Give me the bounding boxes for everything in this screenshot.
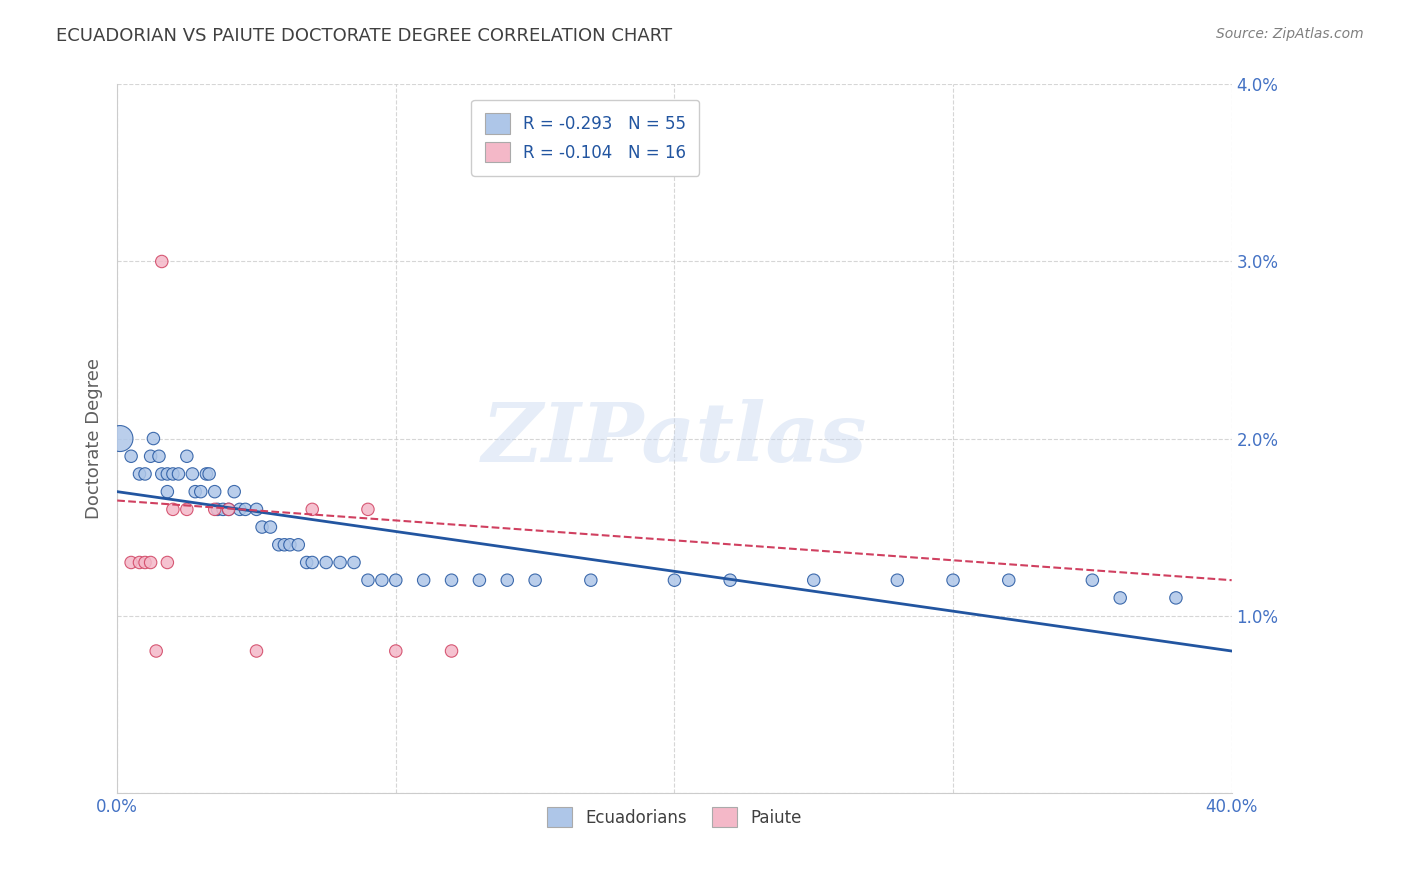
Point	[468, 573, 491, 587]
Point	[329, 556, 352, 570]
Point	[267, 538, 290, 552]
Point	[496, 573, 519, 587]
Point	[150, 254, 173, 268]
Point	[886, 573, 908, 587]
Legend: Ecuadorians, Paiute: Ecuadorians, Paiute	[540, 800, 808, 834]
Point	[385, 644, 408, 658]
Point	[128, 556, 150, 570]
Point	[156, 556, 179, 570]
Point	[218, 502, 240, 516]
Point	[245, 644, 267, 658]
Point	[245, 502, 267, 516]
Point	[385, 573, 408, 587]
Point	[134, 556, 156, 570]
Point	[162, 502, 184, 516]
Point	[195, 467, 218, 481]
Point	[162, 467, 184, 481]
Point	[212, 502, 235, 516]
Point	[139, 556, 162, 570]
Point	[357, 502, 380, 516]
Point	[207, 502, 229, 516]
Point	[1081, 573, 1104, 587]
Point	[150, 467, 173, 481]
Point	[176, 449, 198, 463]
Point	[664, 573, 686, 587]
Point	[440, 573, 463, 587]
Point	[301, 502, 323, 516]
Point	[156, 467, 179, 481]
Point	[145, 644, 167, 658]
Point	[142, 432, 165, 446]
Point	[273, 538, 295, 552]
Point	[198, 467, 221, 481]
Point	[440, 644, 463, 658]
Point	[134, 467, 156, 481]
Point	[148, 449, 170, 463]
Point	[184, 484, 207, 499]
Point	[357, 573, 380, 587]
Point	[579, 573, 602, 587]
Point	[229, 502, 252, 516]
Point	[139, 449, 162, 463]
Point	[718, 573, 741, 587]
Y-axis label: Doctorate Degree: Doctorate Degree	[86, 358, 103, 519]
Text: ECUADORIAN VS PAIUTE DOCTORATE DEGREE CORRELATION CHART: ECUADORIAN VS PAIUTE DOCTORATE DEGREE CO…	[56, 27, 672, 45]
Point	[204, 502, 226, 516]
Point	[108, 432, 131, 446]
Point	[343, 556, 366, 570]
Point	[295, 556, 318, 570]
Point	[371, 573, 394, 587]
Point	[235, 502, 257, 516]
Point	[315, 556, 337, 570]
Point	[942, 573, 965, 587]
Point	[156, 484, 179, 499]
Point	[128, 467, 150, 481]
Point	[167, 467, 190, 481]
Point	[120, 556, 142, 570]
Point	[278, 538, 301, 552]
Point	[412, 573, 434, 587]
Point	[250, 520, 273, 534]
Point	[181, 467, 204, 481]
Point	[204, 484, 226, 499]
Point	[301, 556, 323, 570]
Text: Source: ZipAtlas.com: Source: ZipAtlas.com	[1216, 27, 1364, 41]
Point	[997, 573, 1019, 587]
Text: ZIPatlas: ZIPatlas	[482, 399, 868, 478]
Point	[224, 484, 246, 499]
Point	[803, 573, 825, 587]
Point	[259, 520, 281, 534]
Point	[1164, 591, 1187, 605]
Point	[524, 573, 547, 587]
Point	[190, 484, 212, 499]
Point	[287, 538, 309, 552]
Point	[120, 449, 142, 463]
Point	[176, 502, 198, 516]
Point	[1109, 591, 1132, 605]
Point	[218, 502, 240, 516]
